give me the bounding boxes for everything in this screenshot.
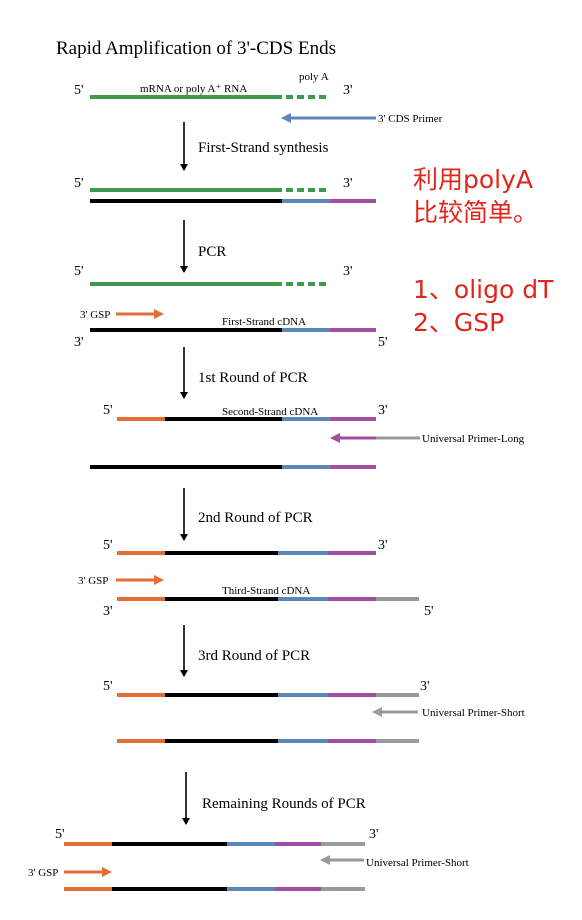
third-strand-cdna xyxy=(117,597,419,601)
universal-primer-short-label: Universal Primer-Short xyxy=(422,707,525,719)
diagram-title: Rapid Amplification of 3'-CDS Ends xyxy=(56,38,336,59)
gsp-arrowhead xyxy=(154,575,164,585)
second-strand-cdna xyxy=(117,417,376,421)
universal-primer-long-arrowhead xyxy=(330,433,340,443)
five-prime-label: 5' xyxy=(74,176,84,191)
poly-a-label: poly A xyxy=(299,71,329,83)
first-strand-cdna xyxy=(90,199,376,203)
three-prime-label: 3' xyxy=(103,604,113,619)
three-prime-label: 3' xyxy=(369,827,379,842)
note-line-4: 2、GSP xyxy=(413,308,505,337)
three-prime-label: 3' xyxy=(74,335,84,350)
note-line-3: 1、oligo dT xyxy=(413,275,554,304)
gsp-arrowhead xyxy=(154,309,164,319)
note-line-2: 比较简单。 xyxy=(413,198,539,227)
step-round-2: 2nd Round of PCR xyxy=(198,510,313,526)
full-length-product xyxy=(117,739,419,743)
universal-primer-short-arrowhead xyxy=(372,707,382,717)
step-remaining-rounds: Remaining Rounds of PCR xyxy=(202,796,366,812)
cds-primer-arrowhead xyxy=(281,113,291,123)
universal-primer-short-arrowhead xyxy=(320,855,330,865)
second-strand-cdna-label: Second-Strand cDNA xyxy=(222,406,318,418)
five-prime-label: 5' xyxy=(103,538,113,553)
five-prime-label: 5' xyxy=(103,403,113,418)
step-round-1: 1st Round of PCR xyxy=(198,370,308,386)
step-pcr: PCR xyxy=(198,244,226,260)
cds-primer-label: 3' CDS Primer xyxy=(378,113,443,125)
second-strand-cdna xyxy=(117,551,376,555)
five-prime-label: 5' xyxy=(74,264,84,279)
note-line-1: 利用polyA xyxy=(413,165,534,194)
step-first-strand: First-Strand synthesis xyxy=(198,140,329,156)
universal-primer-short-label: Universal Primer-Short xyxy=(366,857,469,869)
three-prime-label: 3' xyxy=(378,403,388,418)
three-prime-label: 3' xyxy=(378,538,388,553)
five-prime-label: 5' xyxy=(378,335,388,350)
three-prime-label: 3' xyxy=(343,264,353,279)
note-polya: 利用polyA 比较简单。 xyxy=(413,163,538,229)
three-prime-label: 3' xyxy=(420,679,430,694)
gsp-arrowhead xyxy=(102,867,112,877)
step-round-3: 3rd Round of PCR xyxy=(198,648,310,664)
five-prime-label: 5' xyxy=(74,83,84,98)
five-prime-label: 5' xyxy=(55,827,65,842)
first-strand-cdna xyxy=(90,465,376,469)
universal-primer-long-label: Universal Primer-Long xyxy=(422,433,525,445)
note-methods: 1、oligo dT 2、GSP xyxy=(413,273,553,339)
three-prime-label: 3' xyxy=(343,176,353,191)
mrna-label: mRNA or poly A⁺ RNA xyxy=(140,83,247,95)
mrna-strand xyxy=(90,95,282,99)
first-strand-cdna-label: First-Strand cDNA xyxy=(222,316,306,328)
mrna-strand xyxy=(90,188,282,192)
full-length-product xyxy=(117,693,419,697)
five-prime-label: 5' xyxy=(103,679,113,694)
five-prime-label: 5' xyxy=(424,604,434,619)
gsp-label: 3' GSP xyxy=(80,309,110,321)
full-length-product xyxy=(64,842,365,846)
full-length-product xyxy=(64,887,365,891)
gsp-label: 3' GSP xyxy=(28,867,58,879)
first-strand-cdna xyxy=(90,328,376,332)
three-prime-label: 3' xyxy=(343,83,353,98)
gsp-label: 3' GSP xyxy=(78,575,108,587)
mrna-strand xyxy=(90,282,282,286)
third-strand-cdna-label: Third-Strand cDNA xyxy=(222,585,310,597)
